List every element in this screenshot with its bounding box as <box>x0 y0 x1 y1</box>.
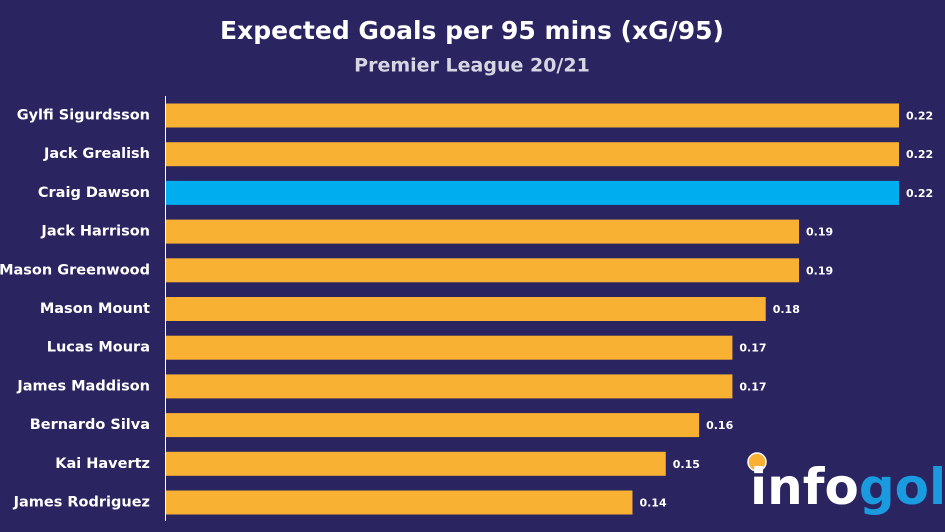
value-label: 0.19 <box>806 264 833 277</box>
y-tick-label: Bernardo Silva <box>30 417 150 433</box>
value-label: 0.15 <box>673 458 700 471</box>
y-tick-label: James Rodriguez <box>13 495 150 511</box>
value-label: 0.22 <box>906 148 933 161</box>
bar <box>166 490 633 515</box>
bar <box>166 413 700 438</box>
y-tick-label: Mason Greenwood <box>0 262 150 278</box>
value-label: 0.19 <box>806 226 833 239</box>
bar <box>166 219 800 244</box>
bar <box>166 297 766 321</box>
bar <box>166 335 733 360</box>
y-tick-label: James Maddison <box>16 378 150 394</box>
value-label: 0.17 <box>739 380 766 393</box>
bar <box>166 451 666 476</box>
chart-subtitle: Premier League 20/21 <box>354 55 590 77</box>
value-label: 0.14 <box>639 497 666 510</box>
value-label: 0.16 <box>706 419 733 432</box>
y-tick-label: Craig Dawson <box>38 185 150 201</box>
chart-title: Expected Goals per 95 mins (xG/95) <box>220 16 724 45</box>
y-tick-label: Gylfi Sigurdsson <box>17 108 150 124</box>
y-tick-label: Jack Harrison <box>40 224 150 240</box>
bar <box>166 374 733 399</box>
value-label: 0.18 <box>773 303 800 316</box>
y-tick-label: Mason Mount <box>40 301 150 317</box>
bar <box>166 103 899 128</box>
logo-part: info <box>750 458 859 516</box>
y-tick-label: Kai Havertz <box>55 456 150 472</box>
bar <box>166 180 899 205</box>
logo: infogol <box>747 452 945 516</box>
y-tick-label: Lucas Moura <box>47 340 150 356</box>
bar <box>166 258 800 283</box>
value-label: 0.17 <box>739 342 766 355</box>
value-label: 0.22 <box>906 110 933 123</box>
logo-text: infogol <box>750 458 945 516</box>
value-label: 0.22 <box>906 187 933 200</box>
y-tick-label: Jack Grealish <box>43 146 150 162</box>
logo-ball <box>747 452 767 472</box>
bar <box>166 142 899 167</box>
logo-part: gol <box>859 458 945 516</box>
